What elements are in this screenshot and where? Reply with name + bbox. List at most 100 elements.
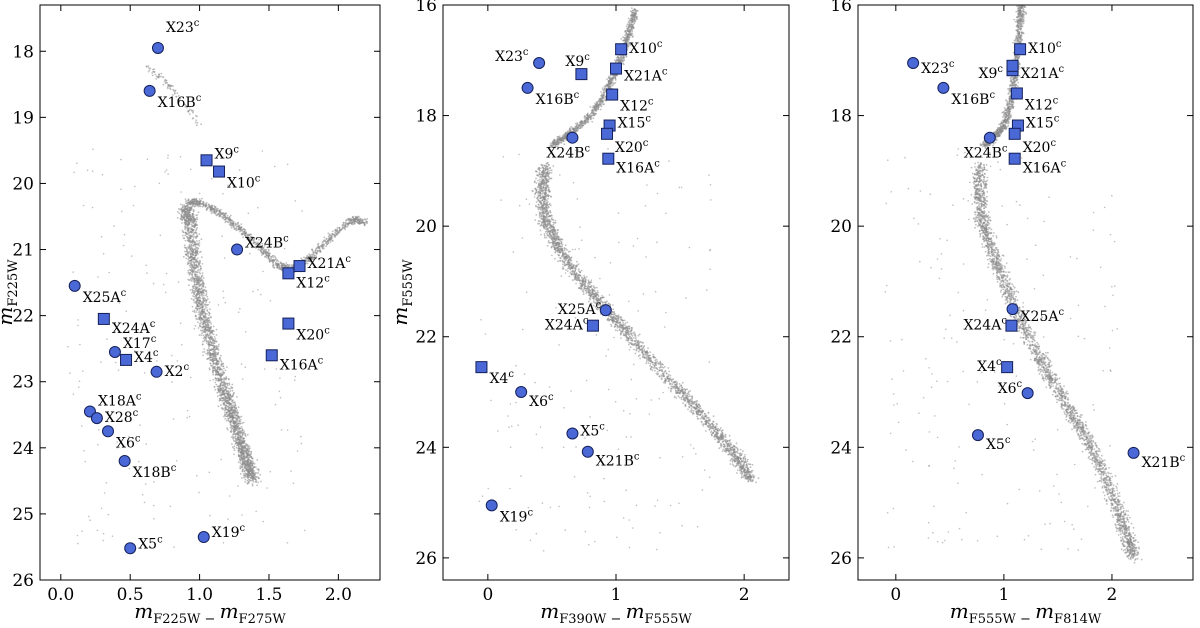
star-label: X17c [123,334,157,352]
star-marker-square [293,260,306,273]
star-label: X24Bc [245,234,289,252]
star-marker-circle [971,429,984,442]
star-label: X4c [134,348,159,366]
star-marker-square [586,319,599,332]
star-marker-circle [515,386,528,399]
panel-f225w-f275w: 0.0 0.5 1.0 1.5 2.0 18 19 20 21 22 23 24 25 26 mF225W … [0,4,381,627]
star-marker-square [97,312,110,325]
y-tick-label: 23 [12,373,34,393]
star-cloud [478,7,760,552]
star-marker-square [120,353,133,366]
star-cloud [67,65,369,548]
star-label: X16Ac [1023,159,1067,177]
star-label: X6c [998,379,1023,397]
star-marker-square [1010,87,1023,100]
star-marker-square [282,267,295,280]
plot-frame [857,4,1194,581]
star-marker-square [606,88,619,101]
star-label: X21Ac [1021,64,1065,82]
panel-f555w-f814w: 0 1 2 16 18 20 22 24 26 mF555W − mF814W X23c X10c X9… [830,0,1194,627]
star-label: X23c [495,47,529,65]
y-tick-label: 26 [415,549,437,569]
star-marker-square [1008,152,1021,165]
plot-frame [39,4,381,581]
star-marker-square [1006,59,1019,72]
y-tick-label: 25 [12,505,34,525]
star-marker-circle [907,57,920,70]
star-marker-circle [937,81,950,94]
star-label: X16Ac [616,159,660,177]
star-label: X20c [1023,138,1057,156]
star-marker-square [213,165,226,178]
star-label: X20c [296,326,330,344]
y-tick-label: 21 [12,241,34,261]
y-tick-label: 18 [415,107,437,127]
y-axis-label: mF225W [0,259,21,326]
panel-f390w-f555w: 0 1 2 16 18 20 22 24 26 mF390W − mF555W mF555W X23c… [388,0,790,627]
star-label: X16Bc [951,90,995,108]
star-marker-square [575,68,588,81]
y-tick-label: 18 [12,42,34,62]
star-marker-circle [521,81,534,94]
y-tick-label: 18 [830,107,852,127]
star-marker-circle [124,542,137,555]
star-label: X21Bc [596,452,640,470]
star-label: X15c [618,114,652,132]
star-label: X9c [979,64,1004,82]
star-label: X24Bc [964,144,1008,162]
y-tick-label: 22 [415,328,437,348]
star-label: X5c [580,421,605,439]
star-marker-circle [1127,446,1140,459]
star-marker-square [602,152,615,165]
x-tick-label: 2 [739,585,750,605]
star-label: X4c [977,357,1002,375]
star-label: X18Ac [98,391,142,409]
star-label: X16Bc [536,90,580,108]
star-marker-square [265,349,278,362]
star-label: X16Bc [158,93,202,111]
star-marker-square [601,127,614,140]
y-axis-label: mF555W [388,259,416,326]
star-marker-square [1008,127,1021,140]
star-label: X24Ac [963,316,1007,334]
y-tick-label: 24 [12,439,34,459]
star-marker-circle [1006,303,1019,316]
star-label: X23c [921,59,955,77]
star-label: X25Ac [558,300,602,318]
x-tick-label: 2.0 [325,585,352,605]
y-tick-label: 16 [830,0,852,16]
x-tick-label: 2 [1107,585,1118,605]
star-marker-square [1005,319,1018,332]
star-marker-circle [150,365,163,378]
star-label: X6c [116,433,141,451]
y-tick-label: 22 [12,307,34,327]
star-label: X24Ac [112,319,156,337]
star-label: X23c [166,18,200,36]
star-marker-circle [1021,387,1034,400]
star-label: X21Ac [308,254,352,272]
star-marker-circle [983,131,996,144]
star-label: X2c [165,362,190,380]
y-tick-label: 26 [12,571,34,591]
star-marker-circle [197,531,210,544]
star-marker-square [610,62,622,75]
star-marker-circle [102,425,114,438]
star-label: X5c [138,534,163,552]
y-tick-label: 22 [830,328,852,348]
star-marker-circle [90,412,103,425]
star-label: X10c [629,39,663,57]
star-marker-square [200,154,213,167]
star-marker-circle [581,445,594,458]
star-label: X16Ac [280,355,324,373]
x-tick-label: 1.5 [255,585,282,605]
x-tick-label: 0.0 [47,585,74,605]
star-label: X15c [1026,114,1060,132]
star-label: X6c [529,392,554,410]
star-label: X19c [212,523,246,541]
star-marker-circle [533,57,546,70]
star-label: X10c [227,174,261,192]
star-label: X28c [105,408,139,426]
star-label: X25Ac [83,288,127,306]
star-marker-circle [108,345,121,358]
